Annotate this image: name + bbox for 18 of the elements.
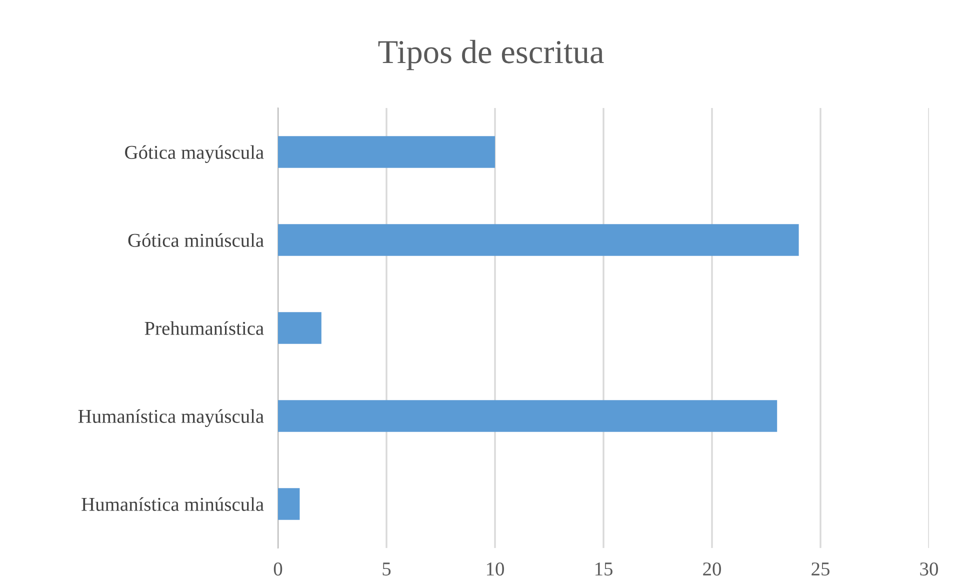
x-tick-label: 15 xyxy=(595,562,612,576)
x-tick-label: 0 xyxy=(274,562,282,576)
x-tick-label: 20 xyxy=(703,562,721,576)
bar xyxy=(278,400,778,432)
bar xyxy=(278,224,799,256)
y-tick-label: Prehumanística xyxy=(144,321,264,335)
y-tick-label: Humanística mayúscula xyxy=(78,409,264,427)
bar xyxy=(278,312,322,344)
bar xyxy=(278,488,300,520)
x-tick-label: 30 xyxy=(920,562,938,576)
y-tick-label: Humanística minúscula xyxy=(82,497,264,511)
y-tick-label: Gótica minúscula xyxy=(128,233,264,247)
y-tick-label: Gótica mayúscula xyxy=(125,145,264,163)
x-tick-label: 10 xyxy=(486,562,504,576)
x-tick-label: 5 xyxy=(382,562,391,576)
bar xyxy=(278,136,495,168)
chart-title: Tipos de escritua xyxy=(378,40,604,70)
x-tick-label: 25 xyxy=(812,562,830,576)
